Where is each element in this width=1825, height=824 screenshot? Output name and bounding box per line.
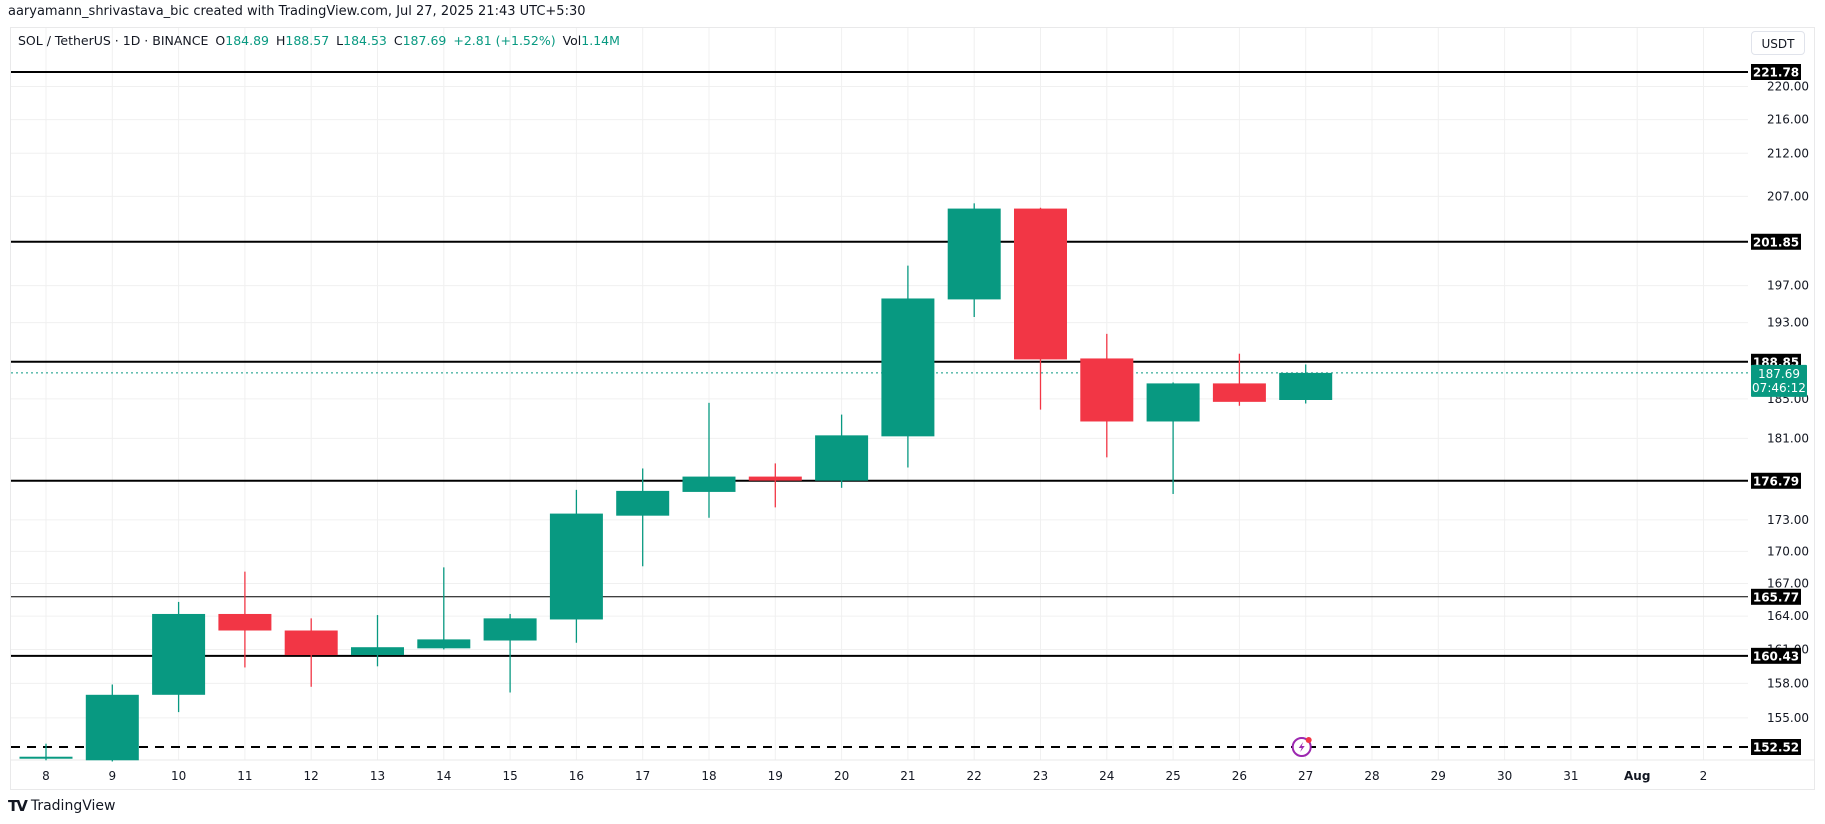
price-axis-label: 158.00	[1767, 676, 1809, 690]
price-axis-label: 220.00	[1767, 80, 1809, 94]
last-price-tag	[1751, 364, 1807, 397]
time-axis-label: 9	[108, 769, 116, 783]
time-axis-label: 20	[834, 769, 849, 783]
time-axis-label: 29	[1431, 769, 1446, 783]
candle-body[interactable]	[815, 435, 869, 481]
level-price-text: 160.43	[1753, 649, 1799, 663]
event-notification-dot	[1305, 737, 1312, 743]
price-axis-label: 197.00	[1767, 279, 1809, 293]
time-axis-label: 16	[569, 769, 584, 783]
candle-body[interactable]	[1014, 208, 1067, 360]
candle-body[interactable]	[616, 490, 670, 516]
candle-body[interactable]	[1279, 372, 1333, 400]
level-price-tag	[1751, 739, 1801, 755]
tradingview-footer[interactable]: TV TradingView	[8, 797, 115, 815]
time-axis-label: 8	[42, 769, 50, 783]
time-axis-label: 31	[1563, 769, 1578, 783]
time-axis-label: Aug	[1624, 769, 1650, 783]
level-price-text: 152.52	[1753, 741, 1799, 755]
level-price-tag	[1751, 472, 1801, 489]
volume-value: 1.14M	[581, 33, 620, 48]
last-price-value: 187.69	[1758, 367, 1800, 381]
time-axis-label: 11	[237, 769, 252, 783]
time-axis-label: 12	[304, 769, 319, 783]
price-axis-label: 207.00	[1767, 189, 1809, 203]
time-axis-label: 28	[1364, 769, 1379, 783]
time-axis-label: 18	[701, 769, 716, 783]
volume-label: Vol	[562, 33, 582, 48]
price-axis-label: 216.00	[1767, 113, 1809, 127]
symbol-legend: SOL / TetherUS · 1D · BINANCE O184.89 H188…	[18, 33, 620, 48]
symbol-title[interactable]: SOL / TetherUS · 1D · BINANCE	[18, 33, 209, 48]
level-price-text: 201.85	[1753, 235, 1799, 249]
brand-name: TradingView	[30, 798, 116, 814]
price-axis-label: 212.00	[1767, 146, 1809, 160]
candle-body[interactable]	[85, 694, 139, 761]
price-axis-label: 170.00	[1767, 544, 1809, 558]
currency-button[interactable]: USDT	[1751, 31, 1805, 55]
candle-body[interactable]	[19, 756, 73, 759]
time-axis-label: 10	[171, 769, 186, 783]
time-axis-label: 15	[502, 769, 517, 783]
time-axis-label: 30	[1497, 769, 1512, 783]
price-axis-label: 173.00	[1767, 513, 1809, 527]
candle-body[interactable]	[549, 513, 603, 620]
time-axis-label: 21	[900, 769, 915, 783]
level-price-text: 176.79	[1753, 474, 1799, 488]
open-label: O	[215, 33, 226, 48]
price-axis-label: 181.00	[1767, 431, 1809, 445]
candle-body[interactable]	[218, 613, 272, 631]
candle-body[interactable]	[881, 298, 935, 437]
low-value: 184.53	[343, 33, 387, 48]
candle-body[interactable]	[152, 613, 206, 695]
time-axis-label: 25	[1165, 769, 1180, 783]
high-label: H	[276, 33, 286, 48]
chart-credit: aaryamann_shrivastava_bic created with T…	[8, 4, 586, 19]
level-price-text: 221.78	[1753, 66, 1799, 80]
time-axis-label: 26	[1232, 769, 1247, 783]
level-price-tag	[1751, 588, 1801, 605]
time-axis-label: 23	[1033, 769, 1048, 783]
candle-body[interactable]	[284, 630, 338, 656]
candle-body[interactable]	[1080, 358, 1134, 422]
candle-body[interactable]	[682, 476, 736, 492]
price-axis-label: 155.00	[1767, 711, 1809, 725]
lightning-glyph-icon	[1298, 742, 1305, 752]
candle-body[interactable]	[748, 476, 802, 481]
level-price-tag	[1751, 233, 1801, 250]
time-axis-label: 22	[967, 769, 982, 783]
time-axis-label: 27	[1298, 769, 1313, 783]
tradingview-logo-icon: TV	[8, 797, 28, 815]
time-axis-label: 14	[436, 769, 451, 783]
time-axis-label: 2	[1700, 769, 1708, 783]
time-axis-label: 24	[1099, 769, 1114, 783]
candle-body[interactable]	[1146, 383, 1200, 422]
close-value: 187.69	[402, 33, 447, 48]
candle-body[interactable]	[483, 618, 537, 641]
candle-body[interactable]	[351, 647, 404, 656]
chart-panel	[10, 27, 1815, 790]
bar-countdown: 07:46:12	[1752, 381, 1806, 395]
candle-body[interactable]	[947, 208, 1001, 300]
price-axis-label: 193.00	[1767, 316, 1809, 330]
price-axis-label: 164.00	[1767, 609, 1809, 623]
high-value: 188.57	[285, 33, 330, 48]
price-axis-label: 167.00	[1767, 576, 1809, 590]
candle-body[interactable]	[417, 639, 471, 649]
low-label: L	[336, 33, 344, 48]
candle-body[interactable]	[1212, 383, 1266, 402]
time-axis-label: 13	[370, 769, 385, 783]
close-label: C	[393, 33, 403, 48]
open-value: 184.89	[225, 33, 269, 48]
level-price-tag	[1751, 64, 1801, 80]
level-price-tag	[1751, 647, 1801, 664]
level-price-text: 165.77	[1753, 590, 1799, 604]
change-value: +2.81 (+1.52%)	[453, 33, 556, 48]
time-axis-label: 17	[635, 769, 650, 783]
time-axis-label: 19	[768, 769, 783, 783]
